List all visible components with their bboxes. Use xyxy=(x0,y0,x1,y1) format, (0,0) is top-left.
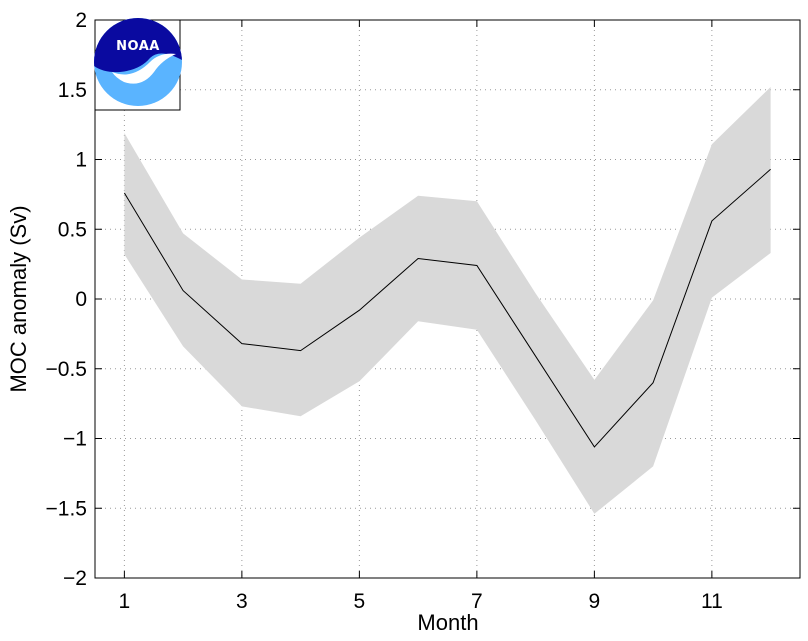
x-tick-label: 5 xyxy=(354,590,366,613)
logo-dark-half xyxy=(94,18,182,73)
y-tick-label: −1.5 xyxy=(46,497,87,520)
logo-text: NOAA xyxy=(116,39,160,54)
y-tick-label: 0.5 xyxy=(58,218,87,241)
logo-bird xyxy=(112,53,176,84)
confidence-band xyxy=(124,87,771,514)
x-tick-label: 3 xyxy=(236,590,248,613)
y-tick-label: −1 xyxy=(63,428,87,451)
y-tick-label: 0 xyxy=(75,288,87,311)
y-tick-label: 1 xyxy=(75,149,87,172)
y-tick-label: −2 xyxy=(63,567,87,590)
plot-frame xyxy=(94,19,801,579)
x-tick-label: 1 xyxy=(119,590,131,613)
mean-line xyxy=(123,168,771,448)
y-tick-label: −0.5 xyxy=(46,358,87,381)
y-tick-label: 1.5 xyxy=(58,79,87,102)
x-tick-label: 9 xyxy=(589,590,601,613)
x-axis-label: Month xyxy=(417,610,478,635)
y-axis-label: MOC anomaly (Sv) xyxy=(6,205,31,392)
x-tick-label: 7 xyxy=(471,590,483,613)
x-tick-label: 11 xyxy=(701,590,723,613)
y-tick-label: 2 xyxy=(75,9,87,32)
x-ticks: 1 3 5 7 9 11 xyxy=(119,20,723,613)
noaa-logo: NOAA xyxy=(94,18,182,111)
